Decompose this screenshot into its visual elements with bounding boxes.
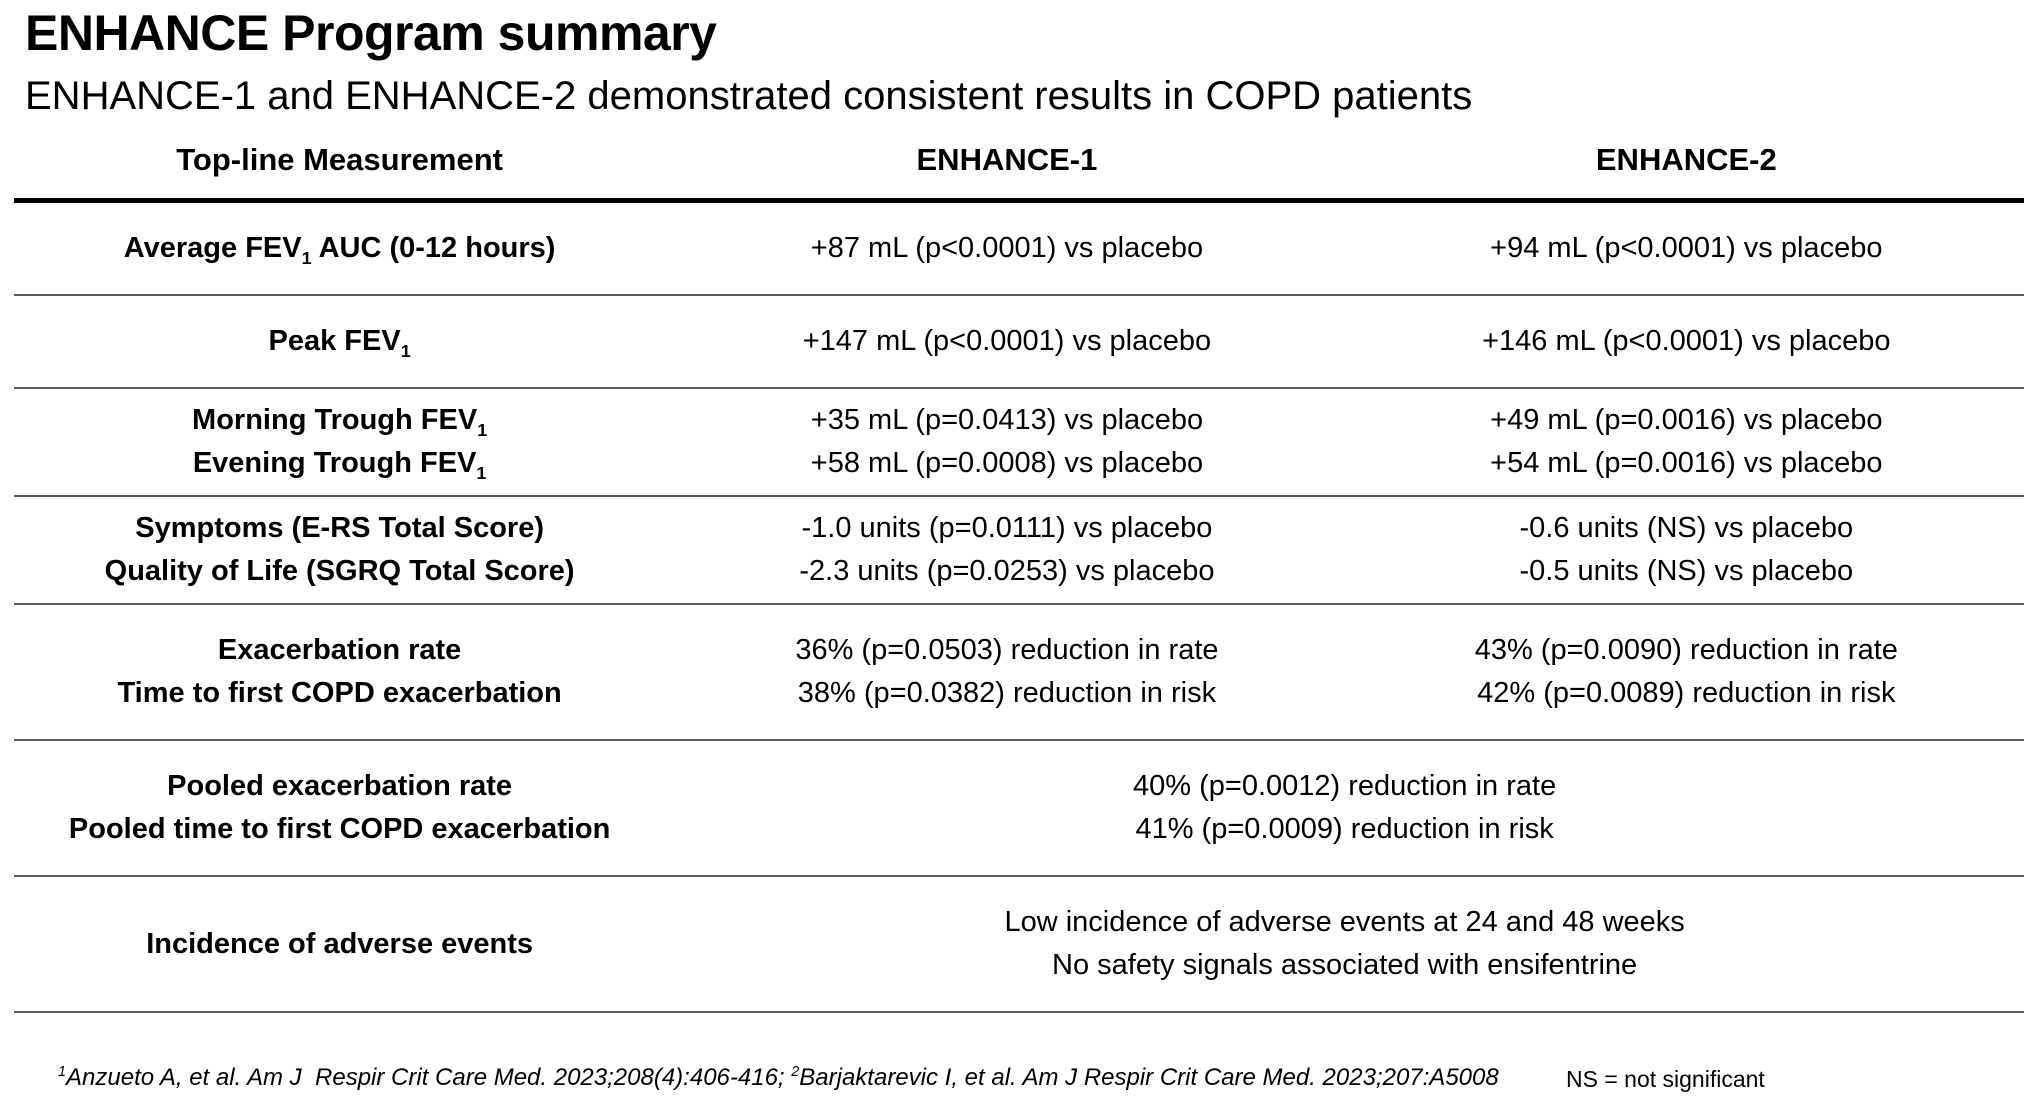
value-line: +87 mL (p<0.0001) vs placebo [810,232,1204,264]
value-line: 40% (p=0.0012) reduction in rate [1133,770,1557,802]
enhance1-value-cell: +87 mL (p<0.0001) vs placebo [665,201,1348,296]
value-line: -2.3 units (p=0.0253) vs placebo [799,555,1215,587]
measurement-label: Pooled time to first COPD exacerbation [68,813,611,845]
value-line: 43% (p=0.0090) reduction in rate [1474,634,1898,666]
value-line: -0.5 units (NS) vs placebo [1519,555,1854,587]
measurement-cell: Average FEV1 AUC (0-12 hours) [14,201,665,296]
table-row: Pooled exacerbation rate Pooled time to f… [14,740,2024,876]
measurement-cell: Exacerbation rate Time to first COPD exac… [14,604,665,740]
value-line: 42% (p=0.0089) reduction in risk [1477,677,1896,709]
enhance2-value-cell: 43% (p=0.0090) reduction in rate 42% (p=0… [1349,604,2024,740]
value-line: +58 mL (p=0.0008) vs placebo [810,447,1204,479]
value-line: +54 mL (p=0.0016) vs placebo [1490,447,1883,479]
value-line: Low incidence of adverse events at 24 an… [1004,906,1685,938]
measurement-label: Time to first COPD exacerbation [117,677,562,709]
pooled-value-cell: 40% (p=0.0012) reduction in rate 41% (p=0… [665,740,2024,876]
value-line: -0.6 units (NS) vs placebo [1519,512,1854,544]
measurement-label: Incidence of adverse events [146,927,534,960]
page-subtitle: ENHANCE-1 and ENHANCE-2 demonstrated con… [25,74,1473,118]
measurement-label: Morning Trough FEV1 [192,404,488,440]
citation-superscript: 2 [791,1064,800,1080]
subscript: 1 [400,340,411,361]
value-line: +94 mL (p<0.0001) vs placebo [1490,232,1883,264]
measurement-label: Exacerbation rate [217,634,462,666]
measurement-label: Evening Trough FEV1 [192,447,487,483]
table-row: Peak FEV1 +147 mL (p<0.0001) vs placebo +1… [14,295,2024,388]
subscript: 1 [301,247,312,268]
measurement-cell: Morning Trough FEV1 Evening Trough FEV1 [14,388,665,496]
results-table-wrapper: Top-line Measurement ENHANCE-1 ENHANCE-2… [14,128,2024,1013]
enhance1-value-cell: 36% (p=0.0503) reduction in rate 38% (p=0… [665,604,1348,740]
measurement-cell: Incidence of adverse events [14,876,665,1012]
enhance2-value-cell: -0.6 units (NS) vs placebo -0.5 units (NS… [1349,496,2024,604]
table-row: Morning Trough FEV1 Evening Trough FEV1 +3… [14,388,2024,496]
reference-citations: 1Anzueto A, et al. Am J Respir Crit Care… [58,1064,1499,1092]
value-line: +49 mL (p=0.0016) vs placebo [1490,404,1883,436]
value-line: No safety signals associated with ensife… [1052,949,1638,981]
citation: 2Barjaktarevic I, et al. Am J Respir Cri… [791,1064,1499,1091]
value-line: +146 mL (p<0.0001) vs placebo [1482,325,1891,357]
value-line: -1.0 units (p=0.0111) vs placebo [801,512,1213,544]
header-row: Top-line Measurement ENHANCE-1 ENHANCE-2 [14,128,2024,201]
value-line: 36% (p=0.0503) reduction in rate [795,634,1219,666]
measurement-cell: Symptoms (E-RS Total Score) Quality of Li… [14,496,665,604]
table-row: Symptoms (E-RS Total Score) Quality of Li… [14,496,2024,604]
ns-abbreviation-note: NS = not significant [1566,1066,1765,1092]
subscript: 1 [476,462,487,483]
value-line: +35 mL (p=0.0413) vs placebo [810,404,1204,436]
column-header-measurement: Top-line Measurement [176,142,503,177]
citation-superscript: 1 [58,1064,67,1080]
results-table: Top-line Measurement ENHANCE-1 ENHANCE-2… [14,128,2024,1013]
measurement-cell: Pooled exacerbation rate Pooled time to f… [14,740,665,876]
enhance1-value-cell: -1.0 units (p=0.0111) vs placebo -2.3 uni… [665,496,1348,604]
value-line: 41% (p=0.0009) reduction in risk [1135,813,1554,845]
measurement-label: Peak FEV1 [268,325,411,361]
citation: 1Anzueto A, et al. Am J Respir Crit Care… [58,1064,792,1091]
measurement-label: Pooled exacerbation rate [167,770,513,802]
measurement-label: Average FEV1 AUC (0-12 hours) [123,232,556,268]
enhance1-value-cell: +147 mL (p<0.0001) vs placebo [665,295,1348,388]
table-row: Incidence of adverse events Low incidence… [14,876,2024,1012]
results-table-head: Top-line Measurement ENHANCE-1 ENHANCE-2 [14,128,2024,201]
measurement-label: Quality of Life (SGRQ Total Score) [104,555,575,587]
results-table-body: Average FEV1 AUC (0-12 hours) +87 mL (p<0… [14,201,2024,1012]
measurement-label: Symptoms (E-RS Total Score) [135,512,544,544]
pooled-value-cell: Low incidence of adverse events at 24 an… [665,876,2024,1012]
enhance2-value-cell: +146 mL (p<0.0001) vs placebo [1349,295,2024,388]
column-header-enhance2: ENHANCE-2 [1595,142,1777,177]
enhance1-value-cell: +35 mL (p=0.0413) vs placebo +58 mL (p=0.… [665,388,1348,496]
enhance2-value-cell: +49 mL (p=0.0016) vs placebo +54 mL (p=0.… [1349,388,2024,496]
column-header-enhance1: ENHANCE-1 [916,142,1098,177]
table-row: Exacerbation rate Time to first COPD exac… [14,604,2024,740]
table-row: Average FEV1 AUC (0-12 hours) +87 mL (p<0… [14,201,2024,296]
page-title: ENHANCE Program summary [25,5,717,61]
value-line: 38% (p=0.0382) reduction in risk [797,677,1217,709]
subscript: 1 [477,419,488,440]
value-line: +147 mL (p<0.0001) vs placebo [802,325,1212,357]
measurement-cell: Peak FEV1 [14,295,665,388]
enhance2-value-cell: +94 mL (p<0.0001) vs placebo [1349,201,2024,296]
